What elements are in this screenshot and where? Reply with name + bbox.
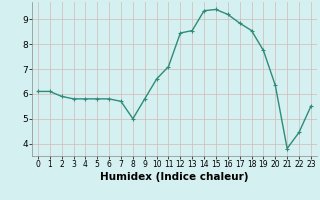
X-axis label: Humidex (Indice chaleur): Humidex (Indice chaleur) <box>100 172 249 182</box>
